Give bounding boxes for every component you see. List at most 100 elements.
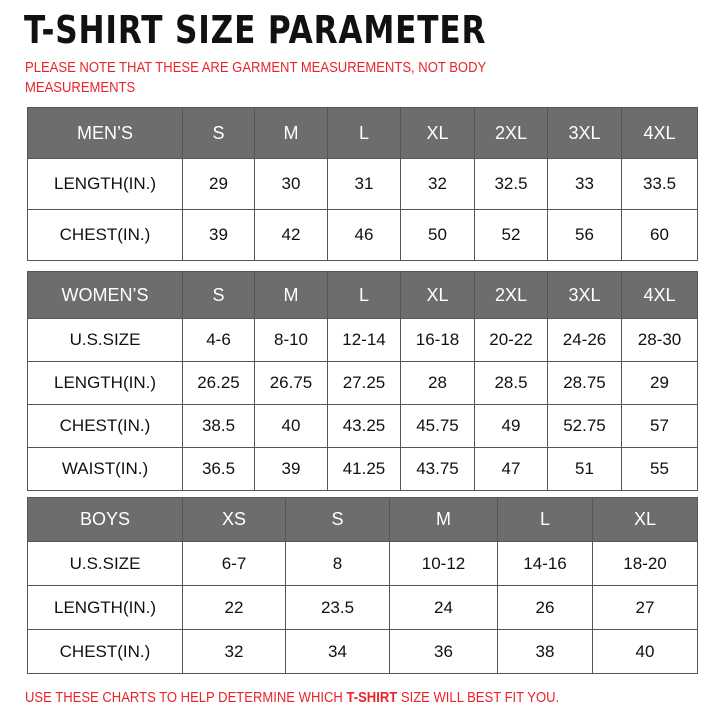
measurement-cell: 33.5 bbox=[621, 158, 698, 210]
table-row: LENGTH(IN.) 29 30 31 32 32.5 33 33.5 bbox=[27, 158, 698, 210]
measurement-cell: 52 bbox=[474, 209, 548, 261]
table-title-cell: BOYS bbox=[27, 497, 183, 542]
measurement-cell: 24 bbox=[389, 585, 498, 630]
measurement-cell: 22 bbox=[182, 585, 286, 630]
measurement-cell: 4-6 bbox=[182, 318, 255, 362]
footer-text-bold: T-SHIRT bbox=[346, 690, 398, 706]
table-row: CHEST(IN.) 32 34 36 38 40 bbox=[27, 629, 698, 674]
measurement-cell: 52.75 bbox=[547, 404, 622, 448]
measurement-cell: 42 bbox=[254, 209, 328, 261]
measurement-cell: 26 bbox=[497, 585, 593, 630]
measurement-cell: 51 bbox=[547, 447, 622, 491]
measurement-cell: 40 bbox=[592, 629, 698, 674]
measurement-cell: 36.5 bbox=[182, 447, 255, 491]
size-header-cell: L bbox=[327, 271, 401, 319]
measurement-cell: 31 bbox=[327, 158, 401, 210]
measurement-cell: 28-30 bbox=[621, 318, 698, 362]
measurement-cell: 28.75 bbox=[547, 361, 622, 405]
row-label-cell: U.S.SIZE bbox=[27, 541, 183, 586]
measurement-cell: 32 bbox=[400, 158, 475, 210]
table-row: WAIST(IN.) 36.5 39 41.25 43.75 47 51 55 bbox=[27, 447, 698, 491]
measurement-cell: 43.75 bbox=[400, 447, 475, 491]
measurement-cell: 60 bbox=[621, 209, 698, 261]
size-header-cell: 3XL bbox=[547, 107, 622, 159]
measurement-cell: 14-16 bbox=[497, 541, 593, 586]
footer-note: USE THESE CHARTS TO HELP DETERMINE WHICH… bbox=[25, 690, 559, 706]
size-header-cell: M bbox=[254, 271, 328, 319]
footer-text-end: SIZE WILL BEST FIT YOU. bbox=[397, 690, 560, 706]
table-row: U.S.SIZE 6-7 8 10-12 14-16 18-20 bbox=[27, 541, 698, 586]
size-header-cell: S bbox=[182, 107, 255, 159]
measurement-cell: 36 bbox=[389, 629, 498, 674]
measurement-cell: 23.5 bbox=[285, 585, 390, 630]
row-label-cell: LENGTH(IN.) bbox=[27, 585, 183, 630]
measurement-cell: 30 bbox=[254, 158, 328, 210]
footer-text-start: USE THESE CHARTS TO HELP DETERMINE WHICH bbox=[25, 690, 347, 706]
row-label-cell: CHEST(IN.) bbox=[27, 629, 183, 674]
measurement-cell: 41.25 bbox=[327, 447, 401, 491]
size-header-cell: XL bbox=[592, 497, 698, 542]
table-row: CHEST(IN.) 38.5 40 43.25 45.75 49 52.75 57 bbox=[27, 404, 698, 448]
measurement-cell: 12-14 bbox=[327, 318, 401, 362]
row-label-cell: LENGTH(IN.) bbox=[27, 158, 183, 210]
measurement-cell: 45.75 bbox=[400, 404, 475, 448]
measurement-cell: 27.25 bbox=[327, 361, 401, 405]
measurement-cell: 43.25 bbox=[327, 404, 401, 448]
boys-size-table: BOYS XS S M L XL U.S.SIZE 6-7 8 10-12 14-16 18-20 LE… bbox=[27, 497, 698, 674]
measurement-cell: 38 bbox=[497, 629, 593, 674]
womens-size-table: WOMEN’S S M L XL 2XL 3XL 4XL U.S.SIZE 4-6 8-10 12-1… bbox=[27, 271, 698, 491]
table-header-row: WOMEN’S S M L XL 2XL 3XL 4XL bbox=[27, 271, 698, 319]
garment-measurement-note: PLEASE NOTE THAT THESE ARE GARMENT MEASU… bbox=[25, 60, 486, 96]
row-label-cell: LENGTH(IN.) bbox=[27, 361, 183, 405]
table-title-cell: MEN’S bbox=[27, 107, 183, 159]
measurement-cell: 47 bbox=[474, 447, 548, 491]
measurement-cell: 27 bbox=[592, 585, 698, 630]
measurement-cell: 18-20 bbox=[592, 541, 698, 586]
row-label-cell: CHEST(IN.) bbox=[27, 404, 183, 448]
size-header-cell: 2XL bbox=[474, 107, 548, 159]
table-row: U.S.SIZE 4-6 8-10 12-14 16-18 20-22 24-26 28-30 bbox=[27, 318, 698, 362]
page-title: T-SHIRT SIZE PARAMETER bbox=[24, 8, 487, 52]
measurement-cell: 10-12 bbox=[389, 541, 498, 586]
table-row: CHEST(IN.) 39 42 46 50 52 56 60 bbox=[27, 209, 698, 261]
size-header-cell: XL bbox=[400, 271, 475, 319]
table-row: LENGTH(IN.) 26.25 26.75 27.25 28 28.5 28.75 29 bbox=[27, 361, 698, 405]
size-header-cell: 4XL bbox=[621, 107, 698, 159]
measurement-cell: 39 bbox=[182, 209, 255, 261]
size-header-cell: XS bbox=[182, 497, 286, 542]
measurement-cell: 57 bbox=[621, 404, 698, 448]
measurement-cell: 32.5 bbox=[474, 158, 548, 210]
row-label-cell: U.S.SIZE bbox=[27, 318, 183, 362]
measurement-cell: 34 bbox=[285, 629, 390, 674]
size-header-cell: 2XL bbox=[474, 271, 548, 319]
measurement-cell: 32 bbox=[182, 629, 286, 674]
measurement-cell: 8-10 bbox=[254, 318, 328, 362]
size-header-cell: M bbox=[389, 497, 498, 542]
measurement-cell: 26.75 bbox=[254, 361, 328, 405]
mens-size-table: MEN’S S M L XL 2XL 3XL 4XL LENGTH(IN.) 29 30 31 32 32… bbox=[27, 107, 698, 261]
measurement-cell: 20-22 bbox=[474, 318, 548, 362]
measurement-cell: 6-7 bbox=[182, 541, 286, 586]
measurement-cell: 24-26 bbox=[547, 318, 622, 362]
size-header-cell: M bbox=[254, 107, 328, 159]
measurement-cell: 46 bbox=[327, 209, 401, 261]
table-header-row: BOYS XS S M L XL bbox=[27, 497, 698, 542]
table-header-row: MEN’S S M L XL 2XL 3XL 4XL bbox=[27, 107, 698, 159]
size-header-cell: 3XL bbox=[547, 271, 622, 319]
measurement-cell: 28.5 bbox=[474, 361, 548, 405]
size-header-cell: XL bbox=[400, 107, 475, 159]
size-header-cell: S bbox=[285, 497, 390, 542]
table-title-cell: WOMEN’S bbox=[27, 271, 183, 319]
size-header-cell: S bbox=[182, 271, 255, 319]
measurement-cell: 16-18 bbox=[400, 318, 475, 362]
measurement-cell: 40 bbox=[254, 404, 328, 448]
measurement-cell: 49 bbox=[474, 404, 548, 448]
row-label-cell: CHEST(IN.) bbox=[27, 209, 183, 261]
measurement-cell: 50 bbox=[400, 209, 475, 261]
measurement-cell: 29 bbox=[621, 361, 698, 405]
table-row: LENGTH(IN.) 22 23.5 24 26 27 bbox=[27, 585, 698, 630]
measurement-cell: 38.5 bbox=[182, 404, 255, 448]
size-header-cell: L bbox=[327, 107, 401, 159]
size-header-cell: L bbox=[497, 497, 593, 542]
measurement-cell: 29 bbox=[182, 158, 255, 210]
